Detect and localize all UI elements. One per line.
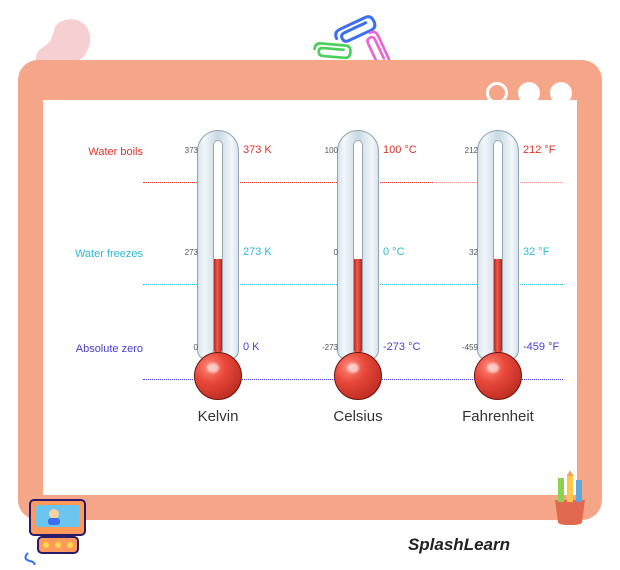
value-label: 212 °F bbox=[523, 144, 556, 156]
value-label: 0 °C bbox=[383, 246, 405, 258]
tick-label: 0 bbox=[194, 343, 198, 352]
label-boils: Water boils bbox=[88, 146, 143, 158]
thermometer-tube bbox=[493, 140, 503, 355]
label-freezes: Water freezes bbox=[75, 248, 143, 260]
content-frame: Water boils Water freezes Absolute zero … bbox=[18, 60, 602, 520]
brand-logo: SplashLearn bbox=[408, 535, 510, 555]
thermometer-bulb bbox=[474, 352, 522, 400]
thermometer-celsius: 100 0 -273 100 °C 0 °C -273 °C Celsius bbox=[293, 130, 423, 425]
tick-label: 32 bbox=[469, 248, 478, 257]
value-label: 373 K bbox=[243, 144, 272, 156]
pencil-pot-icon bbox=[545, 470, 595, 525]
thermometer-tube bbox=[213, 140, 223, 355]
tick-label: -273 bbox=[322, 343, 338, 352]
tick-label: 0 bbox=[334, 248, 338, 257]
value-label: 273 K bbox=[243, 246, 272, 258]
device-icon bbox=[20, 495, 100, 565]
diagram-canvas: Water boils Water freezes Absolute zero … bbox=[43, 100, 577, 495]
thermometer-fluid bbox=[354, 259, 362, 354]
thermometer-bulb bbox=[334, 352, 382, 400]
tick-label: -459 bbox=[462, 343, 478, 352]
tick-label: 273 bbox=[185, 248, 198, 257]
thermometer-tube bbox=[353, 140, 363, 355]
tick-label: 100 bbox=[325, 146, 338, 155]
value-label: 100 °C bbox=[383, 144, 417, 156]
scale-name: Kelvin bbox=[153, 408, 283, 425]
thermometer-fluid bbox=[214, 259, 222, 354]
value-label: -459 °F bbox=[523, 341, 559, 353]
thermometer-fluid bbox=[494, 259, 502, 354]
value-label: -273 °C bbox=[383, 341, 420, 353]
value-label: 0 K bbox=[243, 341, 260, 353]
thermometer-bulb bbox=[194, 352, 242, 400]
scale-name: Celsius bbox=[293, 408, 423, 425]
scale-name: Fahrenheit bbox=[433, 408, 563, 425]
tick-label: 212 bbox=[465, 146, 478, 155]
thermometer-fahrenheit: 212 32 -459 212 °F 32 °F -459 °F Fahrenh… bbox=[433, 130, 563, 425]
tick-label: 373 bbox=[185, 146, 198, 155]
thermometer-kelvin: 373 273 0 373 K 273 K 0 K Kelvin bbox=[153, 130, 283, 425]
value-label: 32 °F bbox=[523, 246, 549, 258]
label-abszero: Absolute zero bbox=[76, 343, 143, 355]
